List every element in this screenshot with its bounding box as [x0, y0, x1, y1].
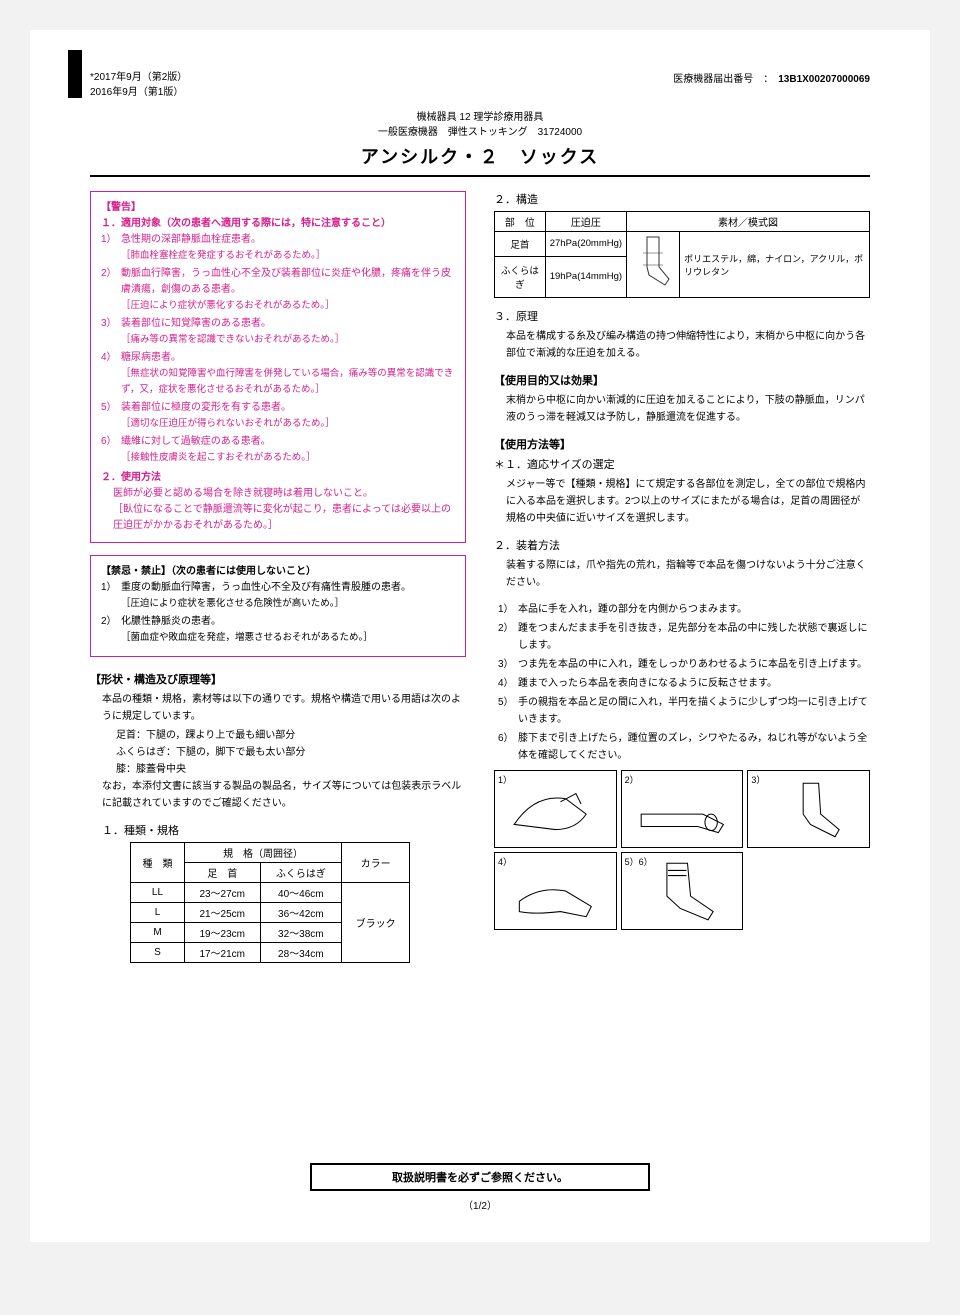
version-1: 2016年9月（第1版）: [90, 85, 187, 100]
title-rule: [90, 175, 870, 177]
footer-note: 取扱説明書を必ずご参照ください。: [310, 1163, 650, 1191]
category-1: 機械器具 12 理学診療用器具: [90, 110, 870, 125]
struct-press-1: 19hPa(14mmHg): [545, 256, 626, 297]
device-no-value: 13B1X00207000069: [778, 74, 870, 85]
th-spec: 規 格（周囲径）: [184, 843, 341, 863]
step-diagrams: 1）2）3） 4）5）6）: [494, 770, 870, 930]
type-table: 種 類 規 格（周囲径） カラー 足 首 ふくらはぎ LL23～27cm40～4…: [130, 842, 410, 963]
th-type: 種 類: [131, 843, 185, 883]
th-color: カラー: [342, 843, 410, 883]
purpose-title: 【使用目的又は効果】: [494, 372, 870, 388]
right-column: ２．構造 部 位 圧迫圧 素材／模式図 足首 27hPa(20mmHg): [494, 191, 870, 963]
th-press: 圧迫圧: [545, 212, 626, 232]
principle-title: ３．原理: [494, 308, 870, 324]
th-mat: 素材／模式図: [627, 212, 870, 232]
shape-note: なお，本添付文書に該当する製品の製品名，サイズ等については包装表示ラベルに記載さ…: [102, 781, 461, 809]
device-no-label: 医療機器届出番号 ：: [673, 74, 778, 85]
document-page: *2017年9月（第2版） 2016年9月（第1版） 医療機器届出番号 ： 13…: [30, 30, 930, 1242]
warning-method-bracket: ［臥位になることで静脈還流等に変化が起こり，患者によっては必要以上の圧迫圧がかか…: [101, 502, 455, 534]
columns: 【警告】 １．適用対象（次の患者へ適用する際には，特に注意すること） 1）急性期…: [90, 191, 870, 963]
step-panel-4: 4）: [494, 852, 617, 930]
shape-intro: 本品の種類・規格，素材等は以下の通りです。規格や構造で用いる用語は次のように規定…: [90, 691, 466, 812]
contra-title: 【禁忌・禁止】（次の患者には使用しないこと）: [101, 564, 455, 580]
product-name: アンシルク・２ ソックス: [90, 143, 870, 169]
usage-sec2-title: ２．装着方法: [494, 537, 870, 553]
usage-title: 【使用方法等】: [494, 436, 870, 452]
revision-bar: [68, 50, 82, 98]
struct-part-1: ふくらはぎ: [495, 256, 546, 297]
category-2: 一般医療機器 弾性ストッキング 31724000: [90, 125, 870, 140]
contra-box: 【禁忌・禁止】（次の患者には使用しないこと） 1）重度の動脈血行障害，うっ血性心…: [90, 555, 466, 657]
device-number: 医療機器届出番号 ： 13B1X00207000069: [673, 70, 870, 100]
step-panel-3: 3）: [747, 770, 870, 848]
usage-sec1-title: ＊１．適応サイズの選定: [494, 456, 870, 472]
type-table-title: １．種類・規格: [90, 822, 466, 838]
warning-sub1: １．適用対象（次の患者へ適用する際には，特に注意すること）: [101, 216, 455, 232]
left-column: 【警告】 １．適用対象（次の患者へ適用する際には，特に注意すること） 1）急性期…: [90, 191, 466, 963]
th-part: 部 位: [495, 212, 546, 232]
struct-title: ２．構造: [494, 191, 870, 207]
th-ankle: 足 首: [184, 863, 260, 883]
usage-steps: 1）本品に手を入れ，踵の部分を内側からつまみます。2）踵をつまんだまま手を引き抜…: [494, 601, 870, 764]
warning-sub2: ２．使用方法: [101, 470, 455, 486]
shape-intro-text: 本品の種類・規格，素材等は以下の通りです。規格や構造で用いる用語は次のように規定…: [102, 694, 461, 722]
warning-method-text: 医師が必要と認める場合を除き就寝時は着用しないこと。: [101, 486, 455, 502]
warning-box: 【警告】 １．適用対象（次の患者へ適用する際には，特に注意すること） 1）急性期…: [90, 191, 466, 543]
shape-title: 【形状・構造及び原理等】: [90, 671, 466, 687]
usage-sec2-intro: 装着する際には，爪や指先の荒れ，指輪等で本品を傷つけないよう十分ご注意ください。: [494, 557, 870, 591]
page-number: （1/2）: [90, 1197, 870, 1212]
version-2: *2017年9月（第2版）: [90, 70, 187, 85]
struct-part-0: 足首: [495, 232, 546, 257]
step-panel-1: 1）: [494, 770, 617, 848]
warning-list: 1）急性期の深部静脈血栓症患者。［肺血栓塞栓症を発症するおそれがあるため。］2）…: [101, 232, 455, 466]
header: *2017年9月（第2版） 2016年9月（第1版） 医療機器届出番号 ： 13…: [90, 70, 870, 100]
warning-title: 【警告】: [101, 200, 455, 216]
title-block: 機械器具 12 理学診療用器具 一般医療機器 弾性ストッキング 31724000…: [90, 110, 870, 169]
struct-diagram: [627, 232, 680, 298]
struct-press-0: 27hPa(20mmHg): [545, 232, 626, 257]
struct-table: 部 位 圧迫圧 素材／模式図 足首 27hPa(20mmHg) ポリエステル，: [494, 211, 870, 298]
purpose-text: 末梢から中枢に向かい漸減的に圧迫を加えることにより，下肢の静脈血，リンパ液のうっ…: [494, 392, 870, 426]
struct-materials: ポリエステル，綿，ナイロン，アクリル，ポリウレタン: [680, 232, 870, 298]
usage-sec1-text: メジャー等で【種類・規格】にて規定する各部位を測定し，全ての部位で規格内に入る本…: [494, 476, 870, 527]
step-panel-5: 5）6）: [621, 852, 744, 930]
contra-list: 1）重度の動脈血行障害，うっ血性心不全及び有痛性青股腫の患者。［圧迫により症状を…: [101, 580, 455, 646]
version-block: *2017年9月（第2版） 2016年9月（第1版）: [90, 70, 187, 100]
principle-text: 本品を構成する糸及び編み構造の持つ伸縮特性により，末梢から中枢に向かう各部位で漸…: [494, 328, 870, 362]
th-calf: ふくらはぎ: [260, 863, 342, 883]
step-panel-2: 2）: [621, 770, 744, 848]
sock-icon: [631, 235, 675, 291]
